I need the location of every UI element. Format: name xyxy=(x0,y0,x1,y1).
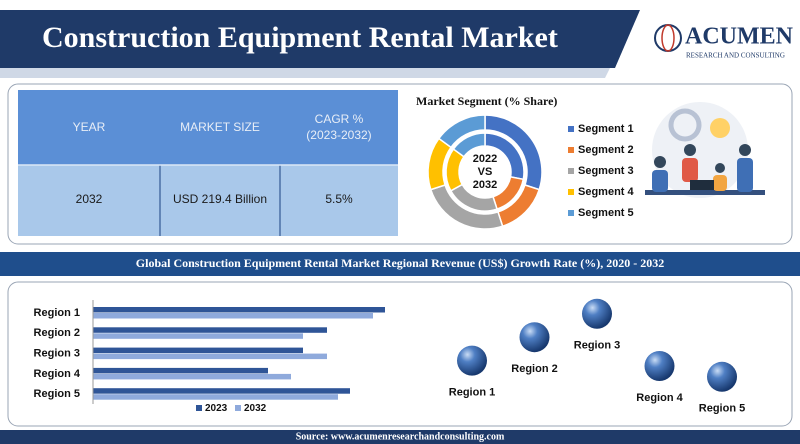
bubble-chart: Region 1 Region 2 Region 3 Region 4 Region 5 xyxy=(449,298,745,415)
section-title: Global Construction Equipment Rental Mar… xyxy=(136,256,664,270)
category-label: Region 4 xyxy=(34,368,81,380)
table-header: MARKET SIZE xyxy=(180,120,260,134)
bar xyxy=(93,367,268,374)
bubble xyxy=(457,345,487,376)
table-body-row xyxy=(18,165,398,236)
legend-label: Segment 5 xyxy=(578,207,634,219)
category-label: Region 1 xyxy=(34,307,80,319)
bar xyxy=(93,333,303,339)
legend-swatch xyxy=(568,168,574,174)
logo: ACUMEN xyxy=(685,24,794,50)
bar xyxy=(93,353,327,360)
bubble xyxy=(707,361,737,392)
bar xyxy=(93,394,338,400)
logo-globe xyxy=(654,24,682,52)
table-cell: 5.5% xyxy=(325,192,353,206)
bubble-label: Region 4 xyxy=(636,392,683,404)
legend-swatch xyxy=(568,147,574,153)
footer-band xyxy=(0,430,800,444)
bubble-label: Region 1 xyxy=(449,387,495,399)
header-strip xyxy=(0,68,610,78)
donut-title: Market Segment (% Share) xyxy=(416,94,557,108)
donut-center-label: VS xyxy=(478,166,493,178)
legend-swatch xyxy=(196,405,202,411)
bar xyxy=(93,327,327,333)
legend-label: Segment 1 xyxy=(578,123,634,135)
bar xyxy=(93,313,373,319)
page-title: Construction Equipment Rental Market xyxy=(42,21,558,54)
team-illustration xyxy=(645,102,765,198)
bubble xyxy=(582,298,612,329)
category-label: Region 2 xyxy=(34,327,80,339)
source: Source: www.acumenresearchandconsulting.… xyxy=(296,431,505,442)
donut-center-label: 2032 xyxy=(473,179,497,191)
bubble xyxy=(644,351,675,381)
legend-swatch xyxy=(235,405,241,411)
donut-center-label: 2022 xyxy=(473,153,497,165)
legend-label: Segment 4 xyxy=(578,186,635,198)
logo-tagline: RESEARCH AND CONSULTING xyxy=(686,52,785,60)
header-banner xyxy=(0,10,640,68)
category-label: Region 5 xyxy=(34,388,80,400)
bar xyxy=(93,307,385,313)
bar xyxy=(93,373,291,380)
legend-swatch xyxy=(568,189,574,195)
category-label: Region 3 xyxy=(34,348,80,360)
donut-segment xyxy=(452,132,486,158)
table: YEAR MARKET SIZE CAGR % (2023-2032) 2032 USD … xyxy=(73,112,372,206)
bar xyxy=(93,347,303,354)
donut-center xyxy=(461,148,509,196)
bar-chart: Region 1 Region 2 Region 3 Region 4 Region 5… xyxy=(34,300,385,414)
donut-segment xyxy=(437,114,486,149)
bubble-label: Region 2 xyxy=(511,363,557,375)
bubble-label: Region 5 xyxy=(699,403,745,415)
legend-label: 2023 xyxy=(205,403,228,414)
bubble-label: Region 3 xyxy=(574,340,620,352)
legend-label: Segment 3 xyxy=(578,165,634,177)
logo-globe-line xyxy=(661,24,675,52)
table-cell: 2032 xyxy=(76,192,103,206)
legend-swatch xyxy=(568,210,574,216)
bar xyxy=(93,388,350,394)
section-banner xyxy=(0,252,800,276)
table-header: YEAR xyxy=(73,120,106,134)
legend-swatch xyxy=(568,126,574,132)
table-header-row xyxy=(18,90,398,165)
bubble xyxy=(519,322,550,353)
table-cell: USD 219.4 Billion xyxy=(173,192,267,206)
table-header: CAGR % (2023-2032) xyxy=(306,112,371,142)
legend-label: 2032 xyxy=(244,403,267,414)
legend-label: Segment 2 xyxy=(578,144,634,156)
